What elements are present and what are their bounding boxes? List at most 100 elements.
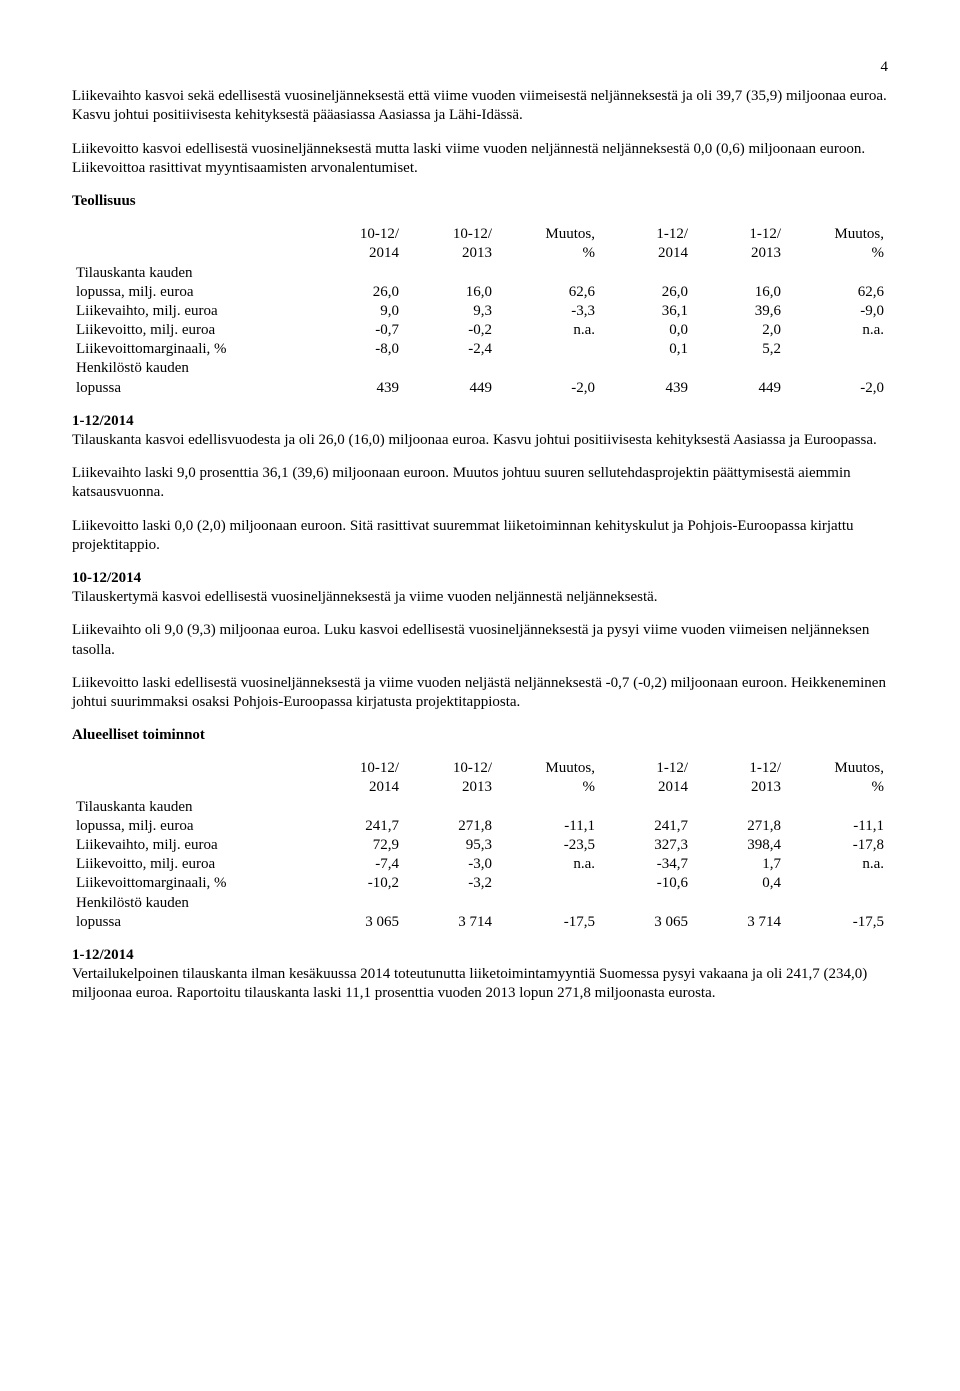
cell [785,874,888,893]
cell: 398,4 [692,836,785,855]
cell: 3 714 [403,894,496,932]
table-row: Tilauskanta kaudenlopussa, milj. euroa 2… [72,798,888,836]
row-label: Tilauskanta kaudenlopussa, milj. euroa [72,798,310,836]
col-header: Muutos,% [785,759,888,797]
cell: -3,0 [403,855,496,874]
table-row: Liikevoitto, milj. euroa -7,4 -3,0 n.a. … [72,855,888,874]
cell: -34,7 [599,855,692,874]
cell: 16,0 [403,264,496,302]
cell: n.a. [496,321,599,340]
intro-paragraph-2: Liikevoitto kasvoi edellisestä vuosinelj… [72,140,888,178]
table-row: Liikevoittomarginaali, % -10,2 -3,2 -10,… [72,874,888,893]
row-label: Liikevoitto, milj. euroa [72,855,310,874]
cell: -0,2 [403,321,496,340]
col-header: Muutos,% [496,759,599,797]
col-header: 1-12/2014 [599,225,692,263]
cell: -9,0 [785,302,888,321]
teollisuus-table: 10-12/2014 10-12/2013 Muutos,% 1-12/2014… [72,225,888,398]
cell: -10,6 [599,874,692,893]
cell: 9,0 [310,302,403,321]
cell: 241,7 [599,798,692,836]
intro-paragraph-1: Liikevaihto kasvoi sekä edellisestä vuos… [72,87,888,125]
table-row: Henkilöstö kaudenlopussa 3 065 3 714 -17… [72,894,888,932]
row-label: Liikevaihto, milj. euroa [72,302,310,321]
cell: 271,8 [692,798,785,836]
row-label: Henkilöstö kaudenlopussa [72,359,310,397]
section-title-teollisuus: Teollisuus [72,192,888,211]
cell: 9,3 [403,302,496,321]
row-label: Tilauskanta kaudenlopussa, milj. euroa [72,264,310,302]
cell: n.a. [785,321,888,340]
cell: 449 [403,359,496,397]
cell: -11,1 [785,798,888,836]
cell [785,340,888,359]
paragraph: Liikevaihto laski 9,0 prosenttia 36,1 (3… [72,464,888,502]
subhead-10-12-2014: 10-12/2014 [72,570,141,586]
col-header: Muutos,% [496,225,599,263]
cell: -11,1 [496,798,599,836]
cell: 3 065 [310,894,403,932]
cell: 5,2 [692,340,785,359]
cell: 36,1 [599,302,692,321]
paragraph: Vertailukelpoinen tilauskanta ilman kesä… [72,965,888,1003]
cell: 26,0 [599,264,692,302]
col-header: 10-12/2014 [310,759,403,797]
row-label: Liikevoittomarginaali, % [72,340,310,359]
col-header: 1-12/2013 [692,225,785,263]
table-row: Liikevoitto, milj. euroa -0,7 -0,2 n.a. … [72,321,888,340]
row-label: Liikevaihto, milj. euroa [72,836,310,855]
cell: -2,4 [403,340,496,359]
cell: 271,8 [403,798,496,836]
table-header-row: 10-12/2014 10-12/2013 Muutos,% 1-12/2014… [72,225,888,263]
paragraph: Tilauskanta kasvoi edellisvuodesta ja ol… [72,431,888,450]
paragraph: Tilauskertymä kasvoi edellisestä vuosine… [72,588,888,607]
row-label: Liikevoittomarginaali, % [72,874,310,893]
cell: 39,6 [692,302,785,321]
cell: 327,3 [599,836,692,855]
cell: 449 [692,359,785,397]
cell: 95,3 [403,836,496,855]
cell: -3,3 [496,302,599,321]
cell: 26,0 [310,264,403,302]
cell: 439 [310,359,403,397]
subhead-1-12-2014: 1-12/2014 [72,413,134,429]
cell: -17,5 [496,894,599,932]
cell: 439 [599,359,692,397]
cell: 0,1 [599,340,692,359]
page-number: 4 [72,58,888,77]
subhead-1-12-2014: 1-12/2014 [72,947,134,963]
cell: 2,0 [692,321,785,340]
cell: -3,2 [403,874,496,893]
cell: 72,9 [310,836,403,855]
table-row: Henkilöstö kaudenlopussa 439 449 -2,0 43… [72,359,888,397]
table-row: Liikevoittomarginaali, % -8,0 -2,4 0,1 5… [72,340,888,359]
cell: 16,0 [692,264,785,302]
table-row: Liikevaihto, milj. euroa 9,0 9,3 -3,3 36… [72,302,888,321]
cell: 62,6 [496,264,599,302]
cell: 3 065 [599,894,692,932]
cell: n.a. [785,855,888,874]
paragraph: Liikevaihto oli 9,0 (9,3) miljoonaa euro… [72,621,888,659]
cell: -17,8 [785,836,888,855]
cell: -23,5 [496,836,599,855]
cell: -0,7 [310,321,403,340]
cell: -2,0 [785,359,888,397]
row-label: Henkilöstö kaudenlopussa [72,894,310,932]
cell: -8,0 [310,340,403,359]
cell: 241,7 [310,798,403,836]
cell: 1,7 [692,855,785,874]
cell: -10,2 [310,874,403,893]
col-header: 10-12/2013 [403,225,496,263]
alueelliset-table: 10-12/2014 10-12/2013 Muutos,% 1-12/2014… [72,759,888,932]
cell: -17,5 [785,894,888,932]
cell [496,874,599,893]
paragraph: Liikevoitto laski edellisestä vuosineljä… [72,674,888,712]
cell: 62,6 [785,264,888,302]
cell: 3 714 [692,894,785,932]
col-header: 1-12/2014 [599,759,692,797]
cell: 0,0 [599,321,692,340]
col-header: Muutos,% [785,225,888,263]
table-header-row: 10-12/2014 10-12/2013 Muutos,% 1-12/2014… [72,759,888,797]
paragraph: Liikevoitto laski 0,0 (2,0) miljoonaan e… [72,517,888,555]
table-row: Liikevaihto, milj. euroa 72,9 95,3 -23,5… [72,836,888,855]
